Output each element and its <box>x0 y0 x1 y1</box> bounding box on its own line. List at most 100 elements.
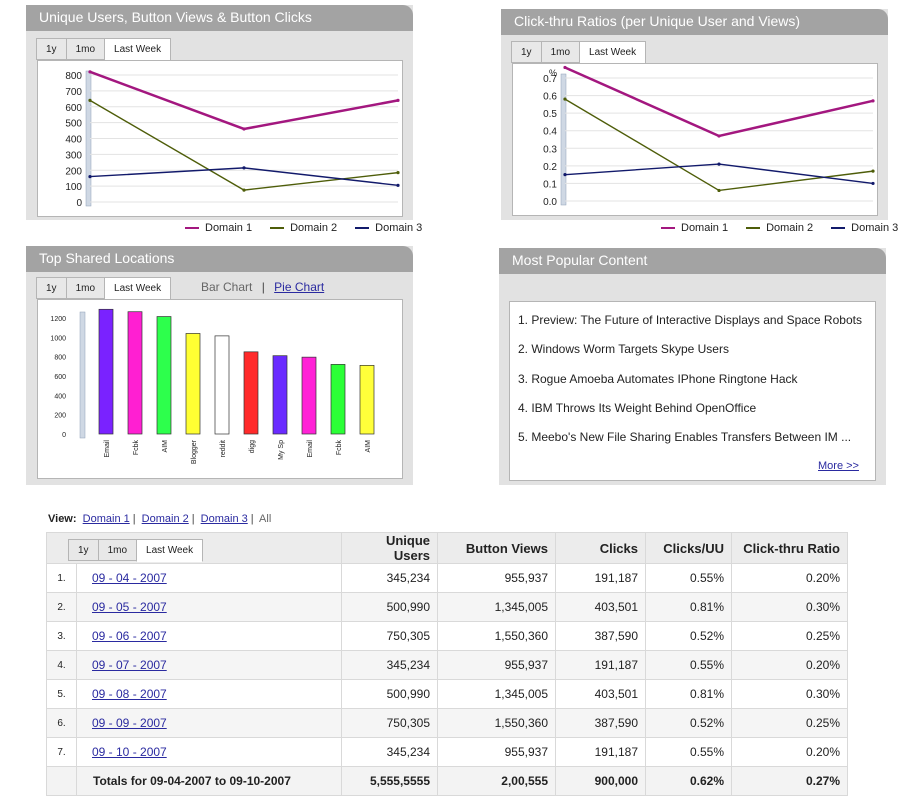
locations-bar-chart: 0 200 400 600 800 1000 1200 Email Fcbk AIM Blogger… <box>50 308 375 464</box>
button-views-cell: 955,937 <box>437 650 556 680</box>
clicks-cell: 387,590 <box>555 708 646 738</box>
unique-users-cell: 345,234 <box>341 737 438 767</box>
table-header-row: 1y 1mo Last Week Unique Users Button Vie… <box>46 532 848 564</box>
y-tick-label: 0.1 <box>543 179 557 190</box>
clicks-cell: 387,590 <box>555 621 646 651</box>
pie-chart-link[interactable]: Pie Chart <box>274 280 325 294</box>
tab-1mo[interactable]: 1mo <box>65 38 105 60</box>
tab-last-week[interactable]: Last Week <box>579 41 647 64</box>
bar-reddit <box>214 335 230 435</box>
x-category-label: digg <box>249 440 256 453</box>
x-category-label: Email <box>104 440 111 458</box>
y-tick-label: 700 <box>65 87 82 98</box>
more-link[interactable]: More >> <box>818 460 859 472</box>
y-tick-label: 0.0 <box>543 197 557 208</box>
separator: | <box>191 513 195 525</box>
y-tick-label: 400 <box>54 393 66 400</box>
header-clicks[interactable]: Clicks <box>555 532 646 564</box>
tab-1y[interactable]: 1y <box>36 38 66 60</box>
date-link[interactable]: 09 - 07 - 2007 <box>92 658 167 672</box>
table-row: 7. 09 - 10 - 2007 345,234 955,937 191,187 0.5… <box>46 737 848 767</box>
ctr-cell: 0.25% <box>731 708 848 738</box>
chart-type-switch: Bar Chart | Pie Chart <box>201 280 324 294</box>
ctr-cell: 0.25% <box>731 621 848 651</box>
x-category-label: Blogger <box>191 439 198 464</box>
date-link[interactable]: 09 - 10 - 2007 <box>92 745 167 759</box>
data-point-domain-1 <box>717 134 721 138</box>
legend-domain-3: Domain 3 <box>355 222 422 234</box>
tab-1y[interactable]: 1y <box>68 538 98 561</box>
users-line-chart: 0 100 200 300 400 500 600 700 800 <box>65 70 400 209</box>
header-clicks-per-uu[interactable]: Clicks/UU <box>645 532 732 564</box>
data-point-domain-1 <box>563 65 567 70</box>
popular-item[interactable]: 1. Preview: The Future of Interactive Di… <box>518 313 862 327</box>
view-domain-3-link[interactable]: Domain 3 <box>200 513 248 525</box>
x-category-label: AIM <box>365 440 372 453</box>
legend-swatch-domain-1 <box>661 227 675 229</box>
table-row: 6. 09 - 09 - 2007 750,305 1,550,360 387,590 0… <box>46 708 848 738</box>
popular-box <box>509 301 876 481</box>
view-all-label[interactable]: All <box>259 513 272 525</box>
tab-1y[interactable]: 1y <box>511 41 541 63</box>
legend-domain-3: Domain 3 <box>831 222 898 234</box>
tab-1mo[interactable]: 1mo <box>540 41 580 63</box>
popular-item[interactable]: 4. IBM Throws Its Weight Behind OpenOffi… <box>518 400 757 415</box>
data-point-domain-2 <box>563 97 567 101</box>
button-views-cell: 955,937 <box>437 563 556 593</box>
totals-clicks: 900,000 <box>555 766 646 796</box>
data-point-domain-3 <box>717 162 721 166</box>
y-tick-label: 300 <box>65 150 82 161</box>
data-point-domain-1 <box>396 98 400 102</box>
clicks-per-uu-cell: 0.55% <box>645 650 732 680</box>
axis-strip <box>560 73 567 206</box>
header-unique-users[interactable]: Unique Users <box>341 532 438 564</box>
clicks-cell: 191,187 <box>555 650 646 680</box>
bar-email <box>301 356 317 435</box>
row-index: 5. <box>46 679 77 709</box>
axis-strip <box>79 311 86 439</box>
x-category-label: My Sp <box>278 440 285 460</box>
clicks-per-uu-cell: 0.55% <box>645 737 732 767</box>
ctr-chart-title: Click-thru Ratios (per Unique User and V… <box>501 9 888 35</box>
popular-title: Most Popular Content <box>499 248 886 274</box>
date-link[interactable]: 09 - 08 - 2007 <box>92 687 167 701</box>
date-cell: 09 - 07 - 2007 <box>76 650 342 680</box>
button-views-cell: 955,937 <box>437 737 556 767</box>
tab-1y[interactable]: 1y <box>36 277 66 299</box>
legend-swatch-domain-2 <box>270 227 285 229</box>
popular-item[interactable]: 3. Rogue Amoeba Automates IPhone Rington… <box>518 371 798 386</box>
table-tabs: 1y 1mo Last Week <box>68 538 341 562</box>
date-cell: 09 - 06 - 2007 <box>76 621 342 651</box>
popular-item[interactable]: 5. Meebo's New File Sharing Enables Tran… <box>518 430 852 445</box>
tab-last-week[interactable]: Last Week <box>104 277 172 300</box>
tab-last-week[interactable]: Last Week <box>104 38 172 61</box>
header-ctr[interactable]: Click-thru Ratio <box>731 532 848 564</box>
ctr-line-chart: 0.0 0.1 0.2 0.3 0.4 0.5 0.6 0.7% <box>543 65 875 208</box>
y-tick-label: 600 <box>54 374 66 381</box>
y-unit-label: % <box>549 68 557 78</box>
data-point-domain-3 <box>563 173 567 177</box>
y-tick-label: 200 <box>65 166 82 177</box>
view-domain-1-link[interactable]: Domain 1 <box>82 513 130 525</box>
clicks-cell: 403,501 <box>555 592 646 622</box>
tab-1mo[interactable]: 1mo <box>97 538 137 561</box>
date-link[interactable]: 09 - 05 - 2007 <box>92 600 167 614</box>
tab-last-week[interactable]: Last Week <box>136 538 204 562</box>
header-button-views[interactable]: Button Views <box>437 532 556 564</box>
y-tick-label: 100 <box>65 182 82 193</box>
popular-item[interactable]: 2. Windows Worm Targets Skype Users <box>518 342 729 357</box>
view-domain-2-link[interactable]: Domain 2 <box>141 513 189 525</box>
y-tick-label: 500 <box>65 119 82 130</box>
x-category-label: Fcbk <box>336 440 343 456</box>
y-tick-label: 0.6 <box>543 92 557 103</box>
ctr-chart-legend: Domain 1 Domain 2 Domain 3 <box>643 222 898 234</box>
date-link[interactable]: 09 - 04 - 2007 <box>92 571 167 585</box>
table-row: 1. 09 - 04 - 2007 345,234 955,937 191,187 0.5… <box>46 563 848 593</box>
chart-switch-separator: | <box>261 280 265 294</box>
y-tick-label: 0 <box>62 432 66 439</box>
date-link[interactable]: 09 - 09 - 2007 <box>92 716 167 730</box>
date-link[interactable]: 09 - 06 - 2007 <box>92 629 167 643</box>
users-chart-tabs: 1y 1mo Last Week <box>36 38 172 61</box>
tab-1mo[interactable]: 1mo <box>65 277 105 299</box>
separator: | <box>250 513 254 525</box>
